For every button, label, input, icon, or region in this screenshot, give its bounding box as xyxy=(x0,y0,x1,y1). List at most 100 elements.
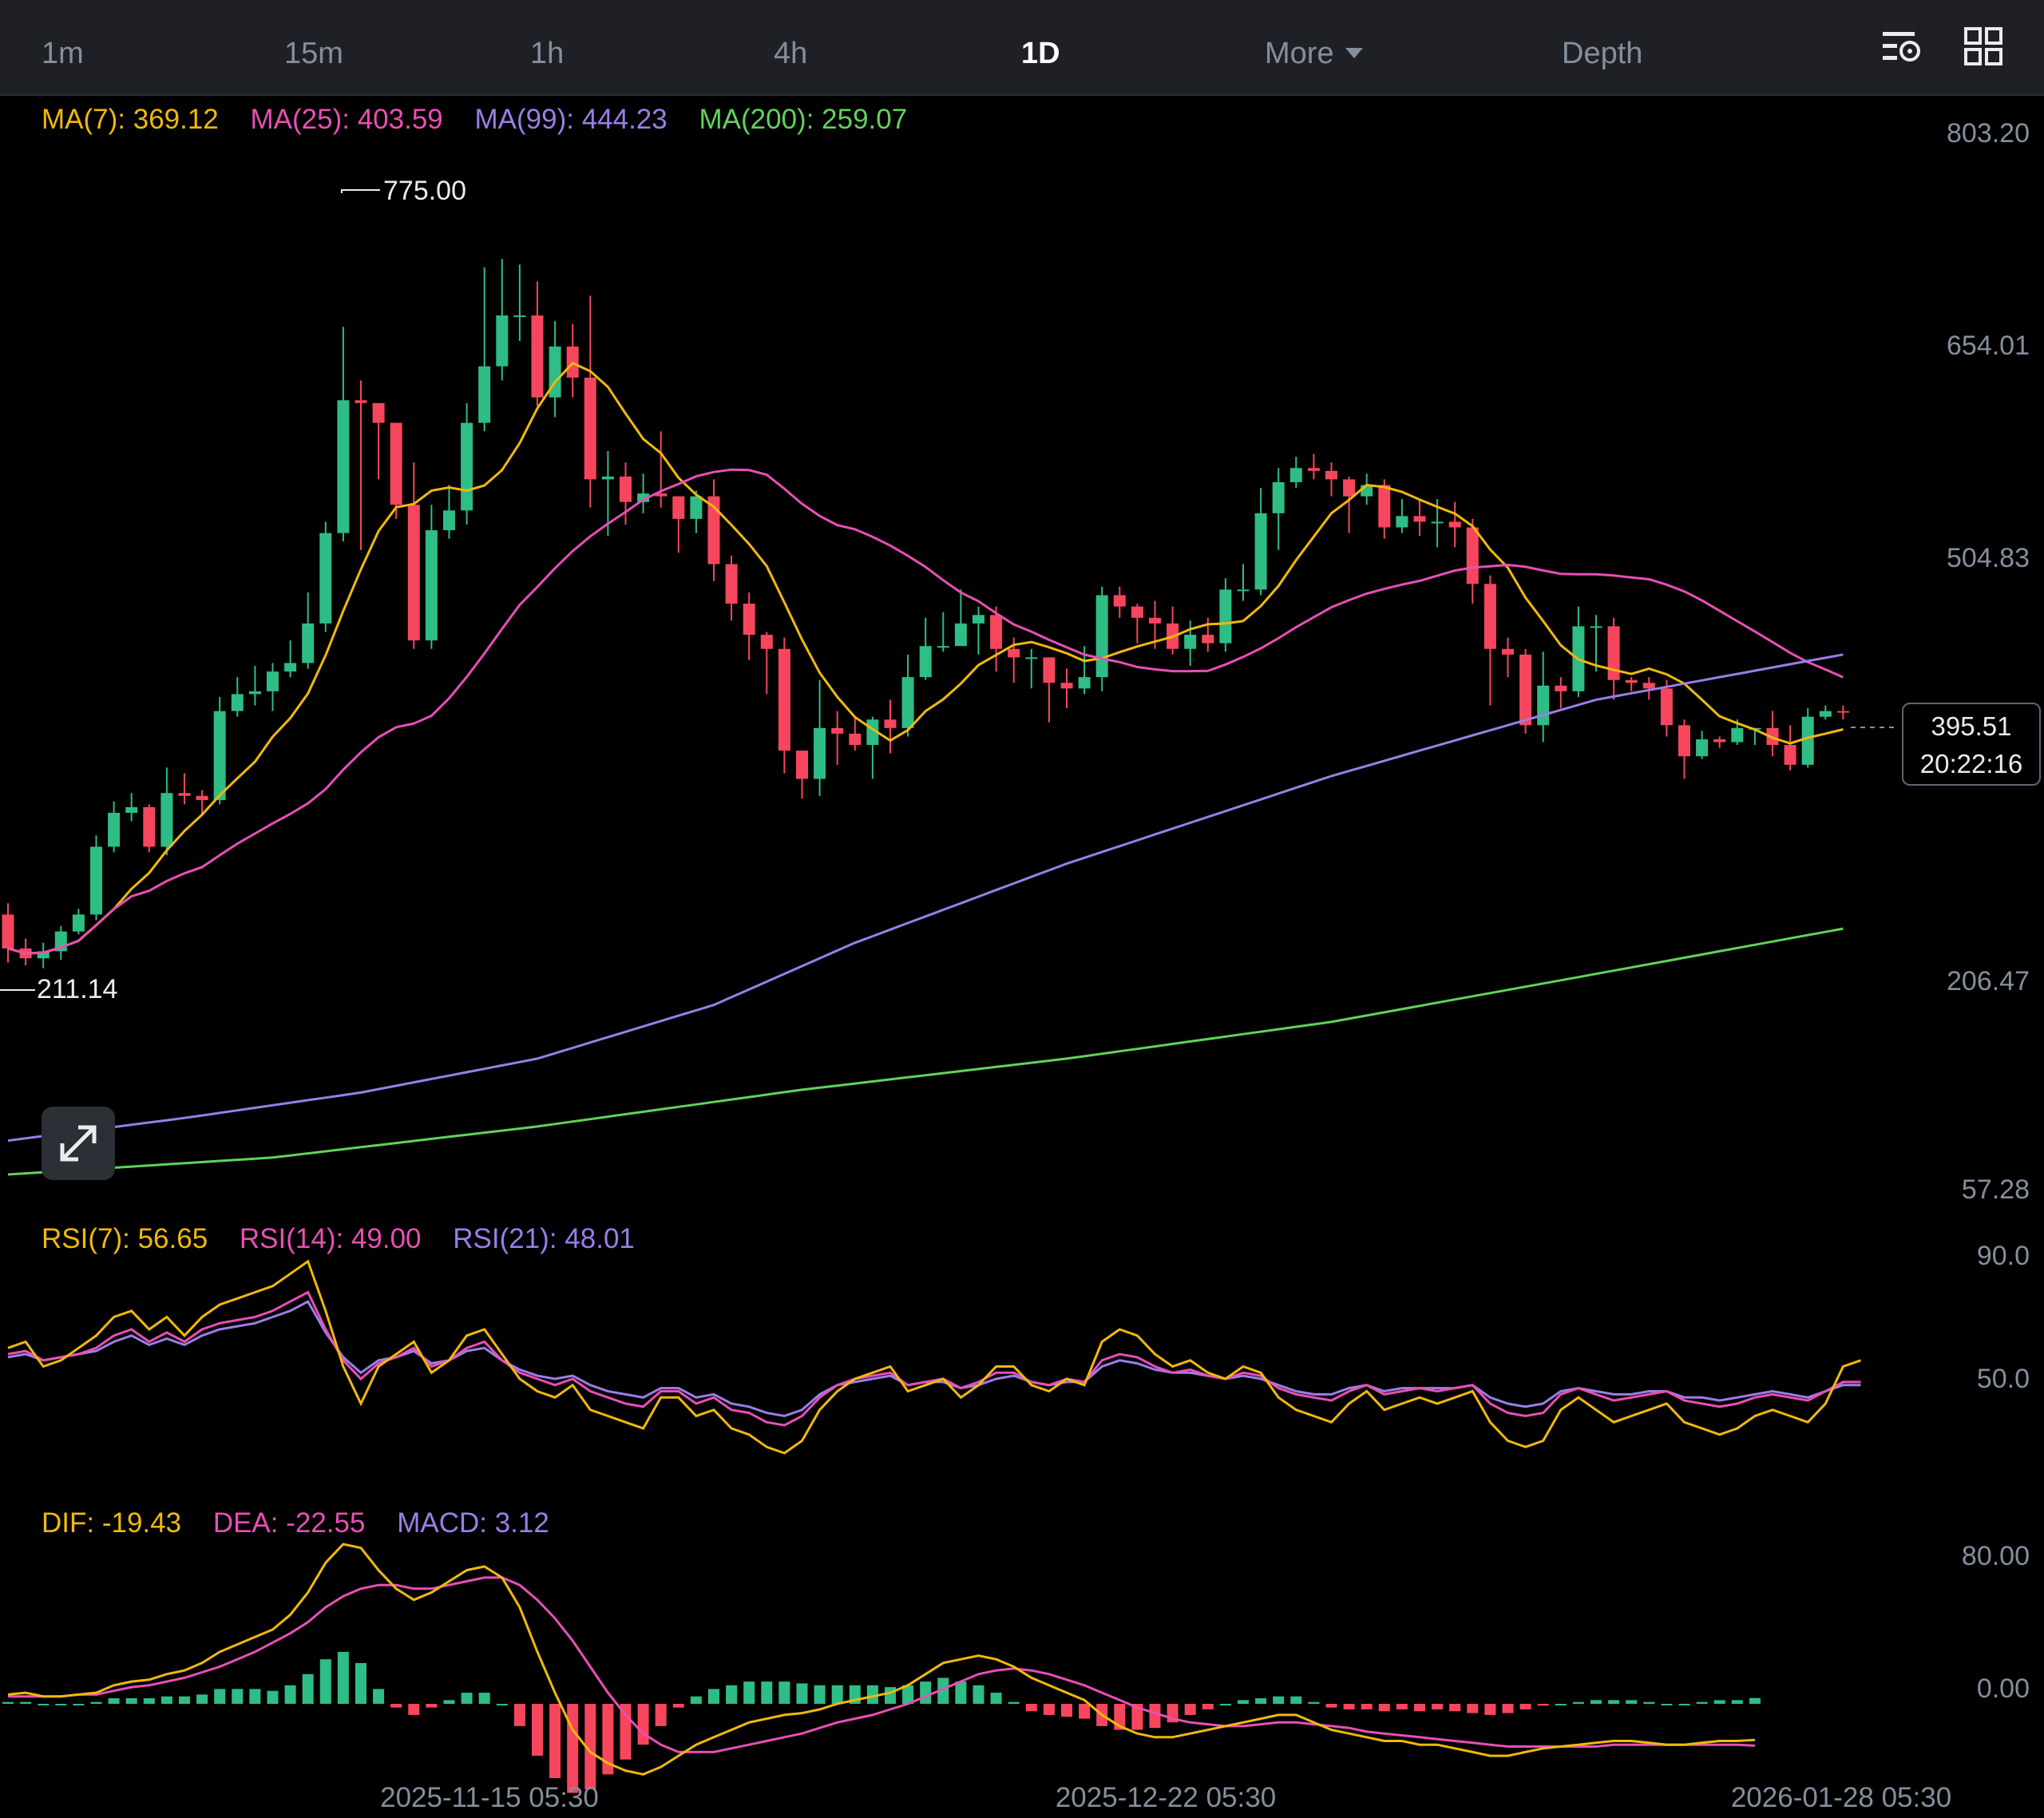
macd-histogram-bar xyxy=(885,1687,896,1704)
candle-body xyxy=(1642,683,1655,689)
macd-histogram-bar xyxy=(73,1704,85,1705)
macd-histogram-bar xyxy=(1184,1704,1196,1715)
candle-body xyxy=(796,751,808,779)
tab-4h[interactable]: 4h xyxy=(774,37,808,70)
candle-body xyxy=(90,846,102,915)
rsi-axis-label: 50.0 xyxy=(1976,1364,2030,1394)
macd-histogram-bar xyxy=(1079,1704,1091,1719)
macd-histogram-bar xyxy=(284,1685,296,1704)
macd-histogram-bar xyxy=(814,1685,826,1704)
candle-body xyxy=(443,510,455,531)
macd-histogram-bar xyxy=(690,1696,702,1704)
candle-body xyxy=(1131,606,1143,618)
macd-histogram-bar xyxy=(478,1693,490,1704)
candle-body xyxy=(72,914,85,932)
candle-body xyxy=(196,795,208,801)
macd-histogram-bar xyxy=(2,1701,14,1704)
macd-histogram-bar xyxy=(1661,1704,1673,1705)
macd-histogram-bar xyxy=(214,1689,226,1704)
price-axis-label: 504.83 xyxy=(1947,543,2030,573)
macd-histogram-bar xyxy=(20,1701,32,1704)
macd-axis-label: 80.00 xyxy=(1961,1541,2030,1571)
rsi21-legend: RSI(21): 48.01 xyxy=(453,1223,635,1254)
macd-histogram-bar xyxy=(160,1696,172,1704)
macd-pane xyxy=(2,1543,1761,1793)
macd-histogram-bar xyxy=(1378,1704,1390,1712)
tab-more-label: More xyxy=(1265,37,1334,70)
candle-body xyxy=(1307,468,1320,471)
candle-body xyxy=(919,646,932,678)
tab-15m[interactable]: 15m xyxy=(284,37,343,70)
macd-histogram-bar xyxy=(1361,1704,1373,1709)
tab-1d[interactable]: 1D xyxy=(1021,37,1060,70)
price-axis-label: 654.01 xyxy=(1947,331,2030,361)
candle-body xyxy=(337,400,350,533)
high-marker-line xyxy=(341,189,380,193)
candle-body xyxy=(372,402,385,423)
candle-body xyxy=(302,623,315,663)
candle-body xyxy=(1819,711,1832,717)
rsi14-legend: RSI(14): 49.00 xyxy=(239,1223,422,1254)
current-price-box: 395.51 20:22:16 xyxy=(1902,703,2041,786)
macd-histogram-bar xyxy=(1432,1704,1444,1709)
candle-body xyxy=(407,505,420,641)
rsi14-line xyxy=(7,1290,1861,1427)
ma200-legend: MA(200): 259.07 xyxy=(699,104,908,135)
tab-more[interactable]: More xyxy=(1265,0,1363,94)
macd-histogram-bar xyxy=(390,1704,402,1708)
rsi7-line xyxy=(7,1259,1861,1455)
rsi-axis-label: 90.0 xyxy=(1976,1241,2030,1271)
candle-body xyxy=(1078,677,1091,689)
candle-body xyxy=(760,635,773,649)
rsi21-line xyxy=(7,1300,1861,1418)
moving-average-lines xyxy=(7,361,1844,1176)
ma99-line xyxy=(7,653,1844,1143)
candle-body xyxy=(1836,711,1849,713)
candle-body xyxy=(990,615,1003,649)
macd-histogram-bar xyxy=(778,1681,790,1704)
macd-histogram-bar xyxy=(708,1689,719,1704)
tab-1h[interactable]: 1h xyxy=(530,37,564,70)
tab-depth[interactable]: Depth xyxy=(1562,37,1643,70)
candle-body xyxy=(725,564,738,604)
macd-histogram-bar xyxy=(1025,1704,1037,1712)
ma25-legend: MA(25): 403.59 xyxy=(250,104,443,135)
macd-histogram-bar xyxy=(1731,1700,1743,1704)
candle-body xyxy=(248,691,261,695)
macd-histogram-bar xyxy=(584,1704,596,1789)
ma25-line xyxy=(7,468,1844,955)
candle-body xyxy=(143,806,156,847)
price-candles xyxy=(2,259,1849,968)
candle-body xyxy=(1502,648,1514,655)
macd-histogram-bar xyxy=(1626,1700,1638,1704)
date-axis-label: 2025-12-22 05:30 xyxy=(1055,1782,1277,1813)
candle-body xyxy=(1184,635,1197,649)
indicator-settings-icon[interactable] xyxy=(1880,24,1924,69)
candle-body xyxy=(531,315,544,398)
chevron-down-icon xyxy=(1345,48,1363,58)
tab-1m[interactable]: 1m xyxy=(42,37,84,70)
macd-histogram-bar xyxy=(1308,1701,1320,1704)
candle-body xyxy=(1431,521,1444,524)
macd-histogram-bar xyxy=(761,1681,773,1704)
macd-histogram-bar xyxy=(743,1681,755,1704)
layout-grid-icon[interactable] xyxy=(1961,24,2006,69)
candle-body xyxy=(1060,683,1073,689)
price-axis-label: 803.20 xyxy=(1947,118,2030,149)
macd-histogram-bar xyxy=(602,1704,614,1775)
macd-legend: DIF: -19.43 DEA: -22.55 MACD: 3.12 xyxy=(42,1507,573,1539)
candle-body xyxy=(461,422,473,511)
macd-histogram-bar xyxy=(1396,1704,1408,1709)
candle-body xyxy=(284,663,297,672)
macd-histogram-bar xyxy=(1255,1698,1267,1704)
macd-histogram-bar xyxy=(637,1704,649,1745)
fullscreen-button[interactable] xyxy=(42,1107,115,1180)
candle-body xyxy=(319,533,332,624)
candle-body xyxy=(1555,685,1567,691)
candle-body xyxy=(584,377,596,480)
ma7-legend: MA(7): 369.12 xyxy=(42,104,219,135)
candle-body xyxy=(108,813,121,847)
candle-body xyxy=(425,530,438,641)
macd-histogram-bar xyxy=(672,1704,684,1708)
